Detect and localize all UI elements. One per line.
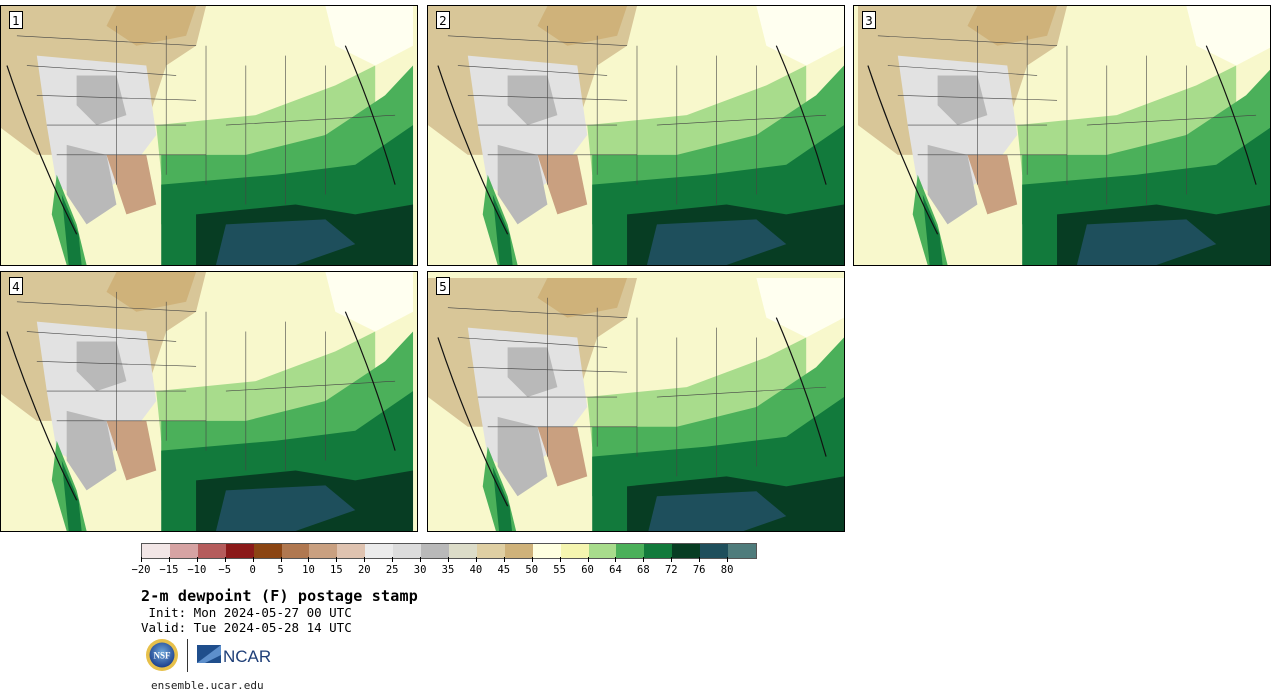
colorbar-swatch xyxy=(588,544,617,558)
colorbar-tick xyxy=(643,557,645,562)
colorbar-tick-label: 40 xyxy=(469,564,483,576)
colorbar-swatch xyxy=(504,544,533,558)
colorbar-swatch xyxy=(197,544,226,558)
site-url: ensemble.ucar.edu xyxy=(151,679,264,692)
colorbar-tick-label: 15 xyxy=(330,564,343,576)
ensemble-member-panel-2[interactable]: 2 xyxy=(427,5,845,266)
colorbar-tick-label: 68 xyxy=(637,564,650,576)
colorbar-swatch xyxy=(532,544,561,558)
colorbar-swatch xyxy=(616,544,645,558)
colorbar-swatch xyxy=(644,544,673,558)
colorbar-tick xyxy=(699,557,701,562)
colorbar-tick xyxy=(308,557,310,562)
plot-title: 2-m dewpoint (F) postage stamp xyxy=(141,587,418,605)
dewpoint-map xyxy=(1,272,414,531)
colorbar-tick xyxy=(727,557,729,562)
colorbar-swatch xyxy=(225,544,254,558)
colorbar-tick xyxy=(420,557,422,562)
colorbar-tick xyxy=(196,557,198,562)
colorbar-swatch xyxy=(560,544,589,558)
logo-divider xyxy=(187,639,188,672)
colorbar-swatch xyxy=(476,544,505,558)
colorbar-tick-label: 76 xyxy=(692,564,706,576)
dewpoint-colorbar xyxy=(141,543,757,559)
colorbar-tick xyxy=(224,557,226,562)
svg-text:NSF: NSF xyxy=(153,651,171,661)
colorbar-swatch xyxy=(281,544,310,558)
colorbar-tick-labels: −20 −15 −10 −5 0 5 10 15 20 25 30 35 40 45 50 55 60 64 68 7… xyxy=(132,557,757,577)
sponsor-logos: NSF NCAR xyxy=(145,638,275,674)
colorbar-tick-label: −20 xyxy=(131,564,151,576)
colorbar-tick-label: 80 xyxy=(720,564,734,576)
valid-time: Valid: Tue 2024-05-28 14 UTC xyxy=(141,620,352,635)
colorbar-tick xyxy=(364,557,366,562)
colorbar-tick-label: 20 xyxy=(357,564,371,576)
colorbar-tick-label: 0 xyxy=(249,564,256,576)
colorbar-tick xyxy=(587,557,589,562)
colorbar-tick xyxy=(141,557,142,562)
panel-number-label: 4 xyxy=(9,277,23,295)
colorbar-tick xyxy=(475,557,477,562)
colorbar-swatch xyxy=(365,544,394,558)
colorbar-swatch xyxy=(672,544,701,558)
dewpoint-map xyxy=(857,6,1270,265)
panel-number-label: 5 xyxy=(436,277,450,295)
colorbar-swatch xyxy=(309,544,338,558)
colorbar-swatch xyxy=(169,544,198,558)
dewpoint-map xyxy=(428,277,844,531)
colorbar-swatch xyxy=(253,544,282,558)
dewpoint-map xyxy=(1,6,414,265)
svg-text:NCAR: NCAR xyxy=(223,647,271,666)
colorbar-tick xyxy=(336,557,338,562)
ensemble-member-panel-5[interactable]: 5 xyxy=(427,271,845,532)
colorbar-tick xyxy=(531,557,533,562)
colorbar-tick xyxy=(448,557,449,562)
colorbar-tick xyxy=(392,557,394,562)
colorbar-tick xyxy=(671,557,673,562)
ensemble-member-panel-3[interactable]: 3 xyxy=(853,5,1271,266)
colorbar-swatch xyxy=(700,544,729,558)
colorbar-tick-label: −5 xyxy=(218,564,232,576)
init-time: Init: Mon 2024-05-27 00 UTC xyxy=(141,605,352,620)
colorbar-tick xyxy=(280,557,282,562)
ensemble-member-panel-4[interactable]: 4 xyxy=(0,271,418,532)
colorbar-tick xyxy=(615,557,617,562)
dewpoint-map xyxy=(428,6,844,265)
colorbar-tick-label: −10 xyxy=(187,564,207,576)
colorbar-tick-label: 60 xyxy=(581,564,594,576)
colorbar-tick-label: 72 xyxy=(664,564,678,576)
colorbar-swatch xyxy=(142,544,170,558)
colorbar-swatch xyxy=(728,544,756,558)
colorbar-tick-label: 5 xyxy=(277,564,284,576)
colorbar-tick-label: 30 xyxy=(413,564,427,576)
ensemble-member-panel-1[interactable]: 1 xyxy=(0,5,418,266)
colorbar-tick xyxy=(252,557,254,562)
colorbar-tick xyxy=(503,557,505,562)
nsf-logo-icon: NSF xyxy=(146,639,178,671)
colorbar-tick-label: 50 xyxy=(525,564,539,576)
colorbar-swatch xyxy=(421,544,449,558)
colorbar-swatch xyxy=(337,544,366,558)
colorbar-tick-label: 45 xyxy=(497,564,511,576)
colorbar-swatch xyxy=(448,544,477,558)
colorbar-tick xyxy=(559,557,561,562)
colorbar-tick-label: 35 xyxy=(441,564,455,576)
colorbar-tick-label: −15 xyxy=(159,564,179,576)
colorbar-tick-label: 64 xyxy=(609,564,622,576)
panel-number-label: 1 xyxy=(9,11,23,29)
colorbar-tick-label: 10 xyxy=(302,564,315,576)
colorbar-tick xyxy=(168,557,170,562)
ncar-logo-icon: NCAR xyxy=(197,645,271,666)
panel-number-label: 2 xyxy=(436,11,450,29)
colorbar-tick-label: 55 xyxy=(553,564,566,576)
colorbar-tick-label: 25 xyxy=(385,564,399,576)
panel-number-label: 3 xyxy=(862,11,876,29)
colorbar-swatch xyxy=(393,544,422,558)
